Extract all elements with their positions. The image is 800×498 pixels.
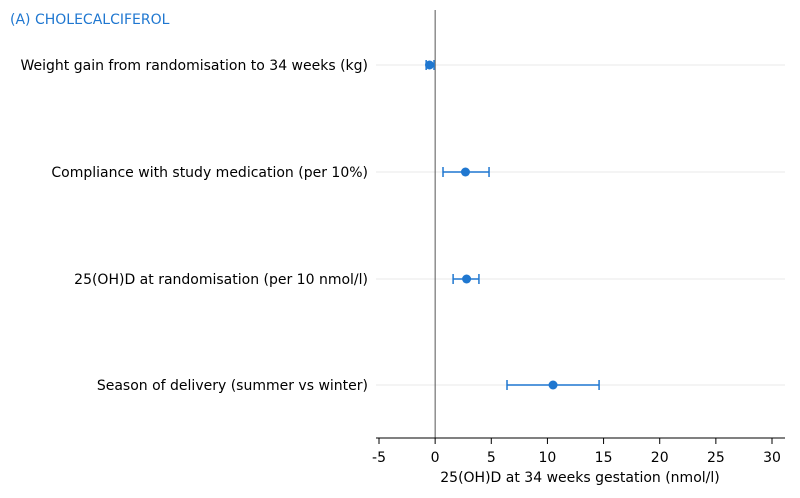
x-tick-label-5: 5 xyxy=(487,450,496,466)
estimate-rows: Weight gain from randomisation to 34 wee… xyxy=(21,58,600,394)
row-1: Weight gain from randomisation to 34 wee… xyxy=(21,58,435,74)
x-tick-label-25: 25 xyxy=(707,450,725,466)
row-3: 25(OH)D at randomisation (per 10 nmol/l) xyxy=(74,272,480,288)
grid-lines xyxy=(376,64,785,386)
row-4: Season of delivery (summer vs winter) xyxy=(97,378,600,394)
x-tick-label-15: 15 xyxy=(595,450,613,466)
estimate-point xyxy=(462,274,472,284)
estimate-point xyxy=(425,60,435,70)
x-tick-label--5: -5 xyxy=(372,450,386,466)
row-label: 25(OH)D at randomisation (per 10 nmol/l) xyxy=(74,272,368,288)
x-tick-label-20: 20 xyxy=(651,450,669,466)
row-2: Compliance with study medication (per 10… xyxy=(51,165,490,181)
x-tick-label-0: 0 xyxy=(431,450,440,466)
row-label: Season of delivery (summer vs winter) xyxy=(97,378,368,394)
x-axis: -5 0 5 10 15 20 25 30 xyxy=(372,437,785,466)
estimate-point xyxy=(460,167,470,177)
row-label: Weight gain from randomisation to 34 wee… xyxy=(21,58,368,74)
x-axis-label: 25(OH)D at 34 weeks gestation (nmol/l) xyxy=(440,470,719,486)
x-tick-label-30: 30 xyxy=(763,450,781,466)
x-tick-label-10: 10 xyxy=(539,450,557,466)
estimate-point xyxy=(548,380,558,390)
row-label: Compliance with study medication (per 10… xyxy=(51,165,368,181)
chart-title: (A) CHOLECALCIFEROL xyxy=(10,12,170,28)
